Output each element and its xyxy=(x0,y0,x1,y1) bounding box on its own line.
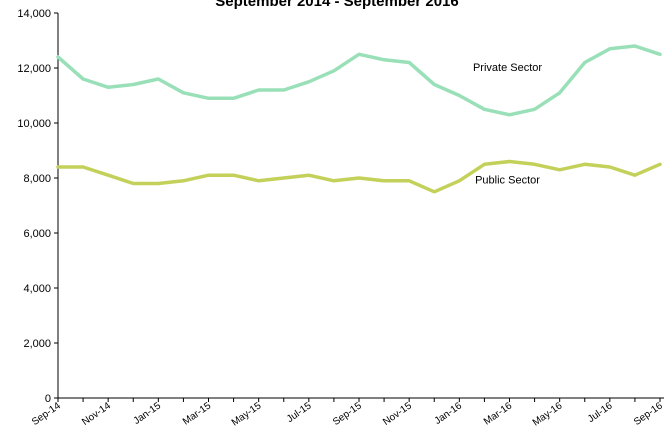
series-labels: Private Sector Public Sector xyxy=(473,62,542,187)
x-tick-label: Sep-16 xyxy=(632,400,665,428)
x-tick-label: Jan-16 xyxy=(433,400,465,427)
x-tick-label: Jul-15 xyxy=(285,400,314,425)
y-tick-label: 10,000 xyxy=(17,118,51,130)
x-tick-label: Jan-15 xyxy=(132,400,164,427)
x-tick-label: May-15 xyxy=(230,400,264,428)
x-tick-label: Jul-16 xyxy=(586,400,615,425)
x-tick-label: May-16 xyxy=(531,400,565,428)
axes xyxy=(57,13,664,399)
series-line-public-sector xyxy=(56,159,662,194)
chart-title: September 2014 - September 2016 xyxy=(215,0,458,10)
x-tick-label: Mar-15 xyxy=(181,400,214,427)
y-tick-label: 12,000 xyxy=(17,63,51,75)
series-label: Private Sector xyxy=(473,62,542,74)
y-tick-label: 8,000 xyxy=(23,173,51,185)
x-axis-ticks: Sep-14 Nov-14 Jan-15 Mar-15 May-15 Jul-15 Sep-… xyxy=(30,398,665,429)
series-label: Public Sector xyxy=(475,175,540,187)
y-tick-label: 6,000 xyxy=(23,228,51,240)
x-tick-label: Nov-15 xyxy=(381,400,414,428)
y-tick-label: 4,000 xyxy=(23,283,51,295)
x-tick-label: Mar-16 xyxy=(482,400,515,427)
y-tick-label: 2,000 xyxy=(23,338,51,350)
y-tick-label: 14,000 xyxy=(17,8,51,20)
x-tick-label: Nov-14 xyxy=(80,400,113,428)
series-line-private-sector xyxy=(56,44,662,117)
y-axis-ticks: 0 2,000 4,000 6,000 8,000 10,000 12,000 14,000 xyxy=(17,8,58,405)
series-lines xyxy=(56,44,662,194)
x-tick-label: Sep-15 xyxy=(331,400,364,428)
y-tick-label: 0 xyxy=(45,393,51,405)
